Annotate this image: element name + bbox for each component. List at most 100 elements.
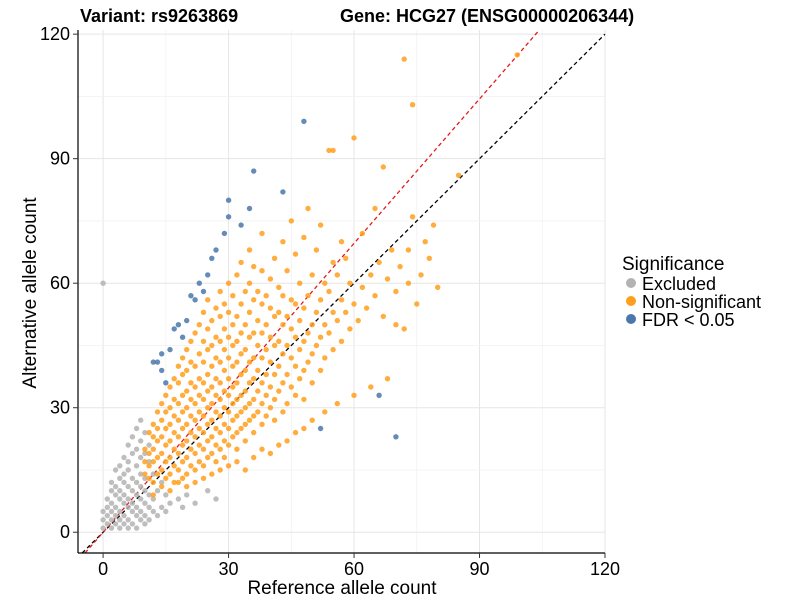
point-excluded — [125, 525, 131, 531]
point-non-significant — [188, 359, 194, 365]
point-non-significant — [150, 479, 156, 486]
point-non-significant — [288, 384, 294, 390]
point-excluded — [213, 496, 219, 502]
point-non-significant — [209, 471, 215, 477]
point-non-significant — [301, 367, 307, 374]
point-excluded — [117, 463, 123, 469]
point-non-significant — [409, 102, 416, 108]
point-non-significant — [276, 338, 282, 344]
point-non-significant — [326, 147, 332, 154]
tick-labels: 0 30 60 90 120 0 30 60 90 120 — [40, 24, 620, 579]
point-non-significant — [188, 463, 194, 469]
point-excluded — [121, 512, 127, 519]
point-non-significant — [259, 301, 265, 307]
point-non-significant — [251, 263, 257, 270]
point-non-significant — [280, 380, 286, 386]
point-fdr-0-05 — [154, 359, 161, 365]
legend-swatch-fdr — [626, 314, 636, 324]
point-non-significant — [192, 400, 198, 407]
point-non-significant — [171, 376, 177, 382]
point-fdr-0-05 — [225, 214, 232, 220]
point-fdr-0-05 — [159, 367, 165, 374]
point-non-significant — [347, 280, 353, 286]
point-excluded — [125, 483, 131, 490]
point-excluded — [112, 504, 119, 510]
point-non-significant — [238, 330, 244, 336]
point-excluded — [108, 500, 115, 506]
point-excluded — [104, 521, 111, 527]
point-excluded — [133, 525, 140, 531]
point-non-significant — [154, 454, 161, 461]
point-excluded — [138, 508, 144, 515]
point-non-significant — [393, 288, 399, 295]
point-non-significant — [242, 438, 248, 444]
point-non-significant — [184, 421, 190, 427]
point-non-significant — [221, 438, 228, 444]
point-fdr-0-05 — [251, 168, 257, 174]
point-excluded — [142, 488, 148, 494]
point-excluded — [121, 454, 127, 461]
point-non-significant — [271, 342, 278, 349]
point-non-significant — [192, 479, 198, 486]
point-non-significant — [184, 367, 190, 374]
point-non-significant — [317, 334, 324, 340]
point-non-significant — [150, 434, 156, 440]
point-non-significant — [259, 230, 265, 237]
point-excluded — [129, 450, 136, 457]
point-non-significant — [159, 450, 165, 457]
point-non-significant — [221, 367, 228, 374]
point-non-significant — [259, 355, 265, 361]
point-non-significant — [205, 405, 211, 411]
point-non-significant — [330, 259, 336, 266]
point-non-significant — [167, 438, 173, 444]
point-non-significant — [418, 272, 424, 278]
point-non-significant — [422, 239, 428, 245]
point-fdr-0-05 — [376, 392, 382, 398]
point-non-significant — [179, 459, 186, 465]
point-non-significant — [238, 371, 244, 378]
point-non-significant — [213, 305, 219, 311]
point-non-significant — [175, 479, 182, 486]
point-non-significant — [230, 293, 236, 299]
point-non-significant — [234, 396, 240, 403]
point-excluded — [133, 512, 140, 519]
point-excluded — [138, 454, 144, 461]
point-non-significant — [351, 135, 357, 141]
point-non-significant — [192, 450, 198, 457]
point-non-significant — [234, 313, 240, 320]
point-non-significant — [188, 396, 194, 403]
point-non-significant — [217, 396, 223, 403]
point-non-significant — [330, 147, 336, 154]
point-non-significant — [326, 288, 332, 295]
point-non-significant — [159, 417, 165, 423]
point-non-significant — [230, 363, 236, 369]
point-non-significant — [267, 305, 274, 311]
point-non-significant — [230, 384, 236, 390]
data-points — [100, 52, 520, 531]
point-excluded — [138, 417, 144, 423]
legend: Significance Excluded Non-significant FD… — [622, 254, 761, 330]
point-non-significant — [167, 384, 173, 390]
point-non-significant — [221, 301, 228, 307]
point-excluded — [112, 492, 119, 498]
point-excluded — [125, 459, 131, 465]
point-non-significant — [263, 346, 269, 353]
point-non-significant — [372, 205, 378, 212]
point-excluded — [112, 483, 119, 490]
point-excluded — [108, 525, 115, 531]
point-non-significant — [280, 293, 286, 299]
point-non-significant — [288, 218, 294, 224]
point-excluded — [125, 517, 131, 523]
point-excluded — [112, 521, 119, 527]
point-fdr-0-05 — [196, 280, 202, 286]
point-non-significant — [225, 309, 232, 315]
y-tick-label: 60 — [50, 273, 70, 293]
point-non-significant — [397, 263, 403, 270]
point-excluded — [121, 521, 127, 527]
point-non-significant — [259, 330, 265, 336]
point-non-significant — [263, 371, 269, 378]
point-non-significant — [255, 342, 261, 349]
point-non-significant — [242, 421, 248, 427]
y-tick-label: 0 — [60, 522, 70, 542]
point-non-significant — [317, 367, 324, 374]
